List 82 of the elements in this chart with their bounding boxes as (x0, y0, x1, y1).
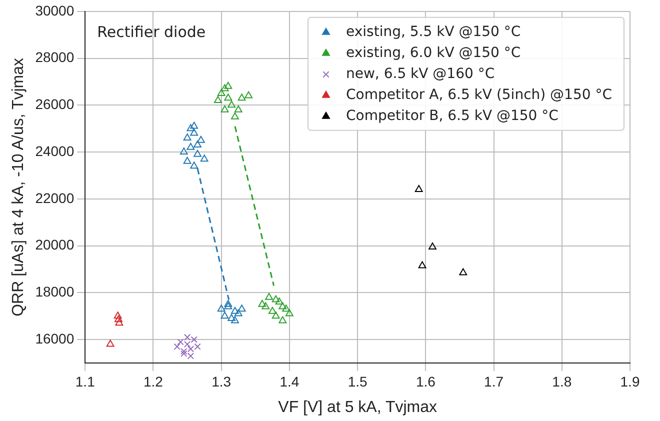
point (224, 82, 232, 89)
point (190, 162, 198, 169)
x-tick-label: 1.6 (416, 373, 436, 390)
x-tick-label: 1.2 (144, 373, 164, 390)
point (238, 94, 246, 101)
point (183, 156, 192, 164)
point (214, 96, 222, 103)
y-tick-label: 28000 (35, 49, 74, 66)
point (190, 122, 198, 129)
point (278, 316, 287, 324)
y-axis-title: QRR [uAs] at 4 kA, -10 A/us, Tvjmax (10, 58, 28, 316)
y-tick-label: 20000 (35, 236, 74, 253)
legend-label: existing, 6.0 kV @150 °C (346, 45, 521, 62)
point (106, 340, 114, 347)
point (238, 304, 246, 312)
point (231, 316, 239, 324)
x-tick-label: 1.8 (552, 373, 572, 390)
point (186, 142, 195, 150)
point (272, 295, 280, 302)
point (224, 302, 232, 310)
point (200, 154, 208, 162)
point (224, 300, 232, 307)
legend-label: Competitor B, 6.5 kV @150 °C (346, 108, 559, 124)
point (231, 306, 239, 314)
legend-label: existing, 5.5 kV @150 °C (346, 24, 521, 40)
y-tick-label: 30000 (35, 2, 74, 18)
point (220, 105, 229, 112)
point (234, 309, 242, 316)
point (234, 105, 242, 112)
point (217, 88, 226, 96)
point (194, 140, 202, 148)
y-tick-label: 16000 (35, 330, 74, 346)
point (114, 312, 122, 319)
point (244, 91, 253, 98)
point (265, 292, 273, 300)
point (262, 302, 270, 310)
point (196, 136, 205, 143)
y-tick-label: 18000 (35, 284, 74, 300)
point (459, 268, 468, 276)
point (228, 100, 236, 108)
x-tick-label: 1.7 (484, 373, 504, 390)
legend-label: Competitor A, 6.5 kV (5inch) @150 °C (346, 87, 612, 104)
point (180, 348, 188, 355)
y-tick-label: 22000 (35, 190, 74, 206)
point (220, 312, 229, 319)
point (268, 306, 276, 314)
legend-label: new, 6.5 kV @160 °C (346, 66, 495, 82)
point (183, 133, 192, 140)
point (180, 350, 188, 357)
point (282, 304, 290, 312)
point (428, 242, 436, 250)
point (224, 94, 232, 101)
point (418, 261, 426, 268)
point (275, 298, 284, 305)
x-tick-label: 1.3 (212, 373, 232, 390)
x-tick-label: 1.4 (280, 373, 300, 390)
x-tick-label: 1.9 (620, 373, 640, 390)
point (272, 312, 280, 319)
x-tick-label: 1.5 (348, 373, 368, 390)
point (115, 318, 124, 326)
point (258, 300, 266, 307)
point (220, 84, 229, 92)
point (231, 112, 239, 120)
x-axis-title: VF [V] at 5 kA, Tvjmax (278, 398, 437, 416)
y-tick-label: 26000 (35, 96, 74, 112)
point (190, 128, 198, 136)
point (228, 314, 236, 321)
point (174, 343, 180, 350)
point (414, 185, 423, 192)
point (194, 150, 202, 157)
point (194, 343, 201, 350)
point (285, 309, 294, 316)
x-tick-label: 1.1 (75, 373, 96, 390)
point (217, 304, 226, 312)
point (177, 338, 184, 346)
point (190, 336, 198, 343)
point (278, 302, 287, 310)
point (180, 148, 188, 155)
y-tick-label: 24000 (35, 142, 74, 159)
point (114, 315, 122, 322)
annotation: Rectifier diode (97, 22, 206, 41)
point (186, 124, 195, 132)
